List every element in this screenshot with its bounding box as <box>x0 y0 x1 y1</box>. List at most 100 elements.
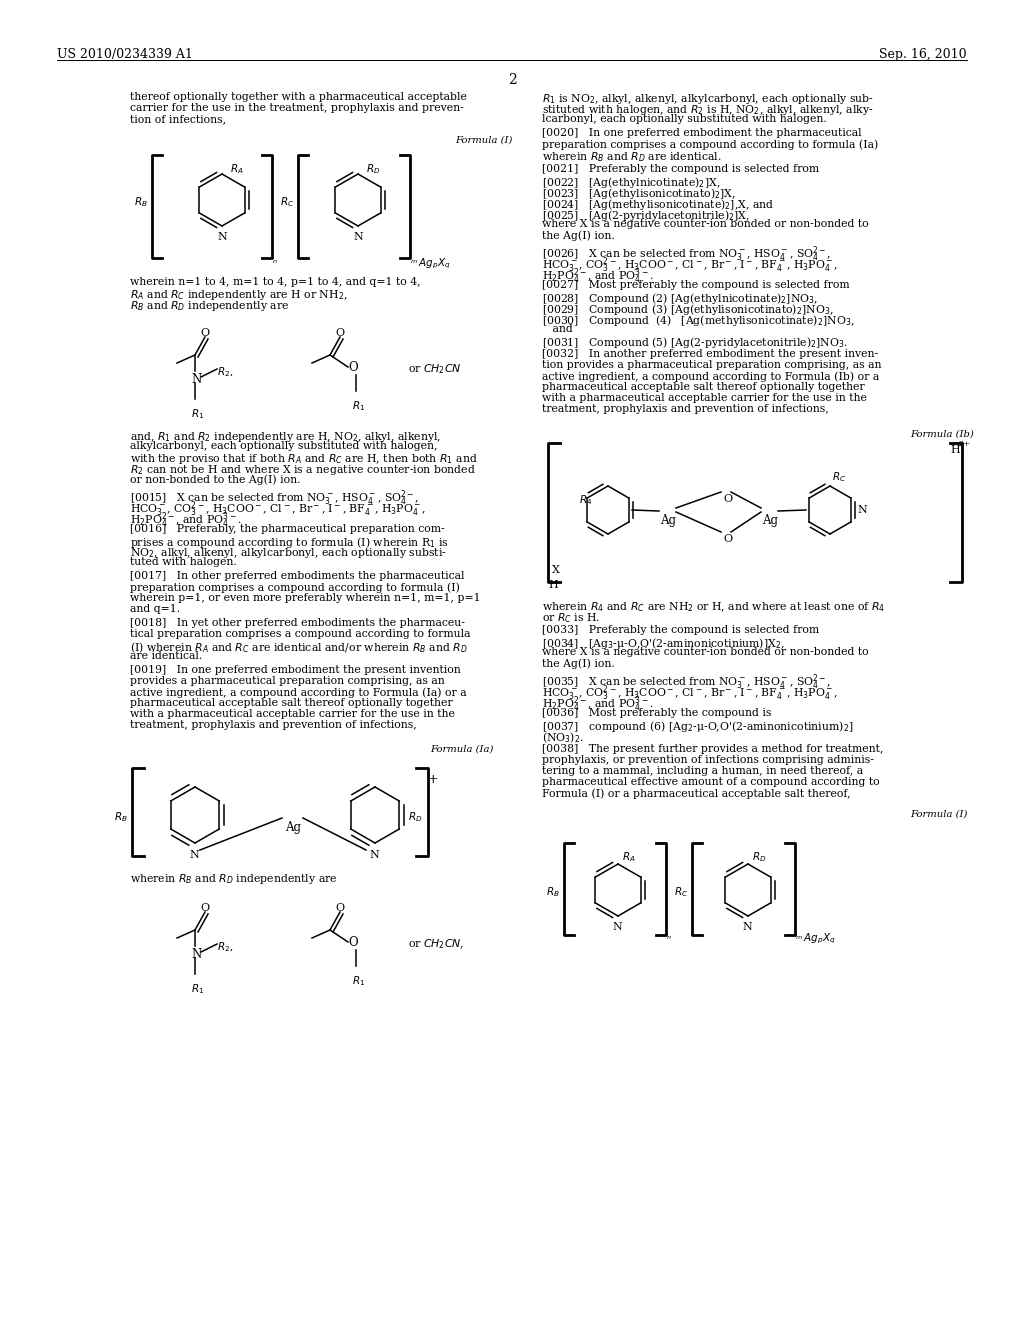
Text: where X is a negative counter-ion bonded or non-bonded to: where X is a negative counter-ion bonded… <box>542 219 868 228</box>
Text: (NO$_3$)$_2$.: (NO$_3$)$_2$. <box>542 730 584 744</box>
Text: are identical.: are identical. <box>130 651 203 661</box>
Text: $R_D$: $R_D$ <box>408 810 423 824</box>
Text: [0033]   Preferably the compound is selected from: [0033] Preferably the compound is select… <box>542 624 819 635</box>
Text: $_n$: $_n$ <box>666 933 672 942</box>
Text: tering to a mammal, including a human, in need thereof, a: tering to a mammal, including a human, i… <box>542 766 863 776</box>
Text: $R_2$ can not be H and where X is a negative counter-ion bonded: $R_2$ can not be H and where X is a nega… <box>130 463 476 477</box>
Text: tion provides a pharmaceutical preparation comprising, as an: tion provides a pharmaceutical preparati… <box>542 360 882 370</box>
Text: wherein $R_B$ and $R_D$ independently are: wherein $R_B$ and $R_D$ independently ar… <box>130 873 338 886</box>
Text: $R_1$ is NO$_2$, alkyl, alkenyl, alkylcarbonyl, each optionally sub-: $R_1$ is NO$_2$, alkyl, alkenyl, alkylca… <box>542 92 874 106</box>
Text: N: N <box>191 948 202 961</box>
Text: US 2010/0234339 A1: US 2010/0234339 A1 <box>57 48 193 61</box>
Text: pharmaceutical acceptable salt thereof optionally together: pharmaceutical acceptable salt thereof o… <box>542 381 864 392</box>
Text: and q=1.: and q=1. <box>130 605 180 614</box>
Text: +: + <box>428 774 438 785</box>
Text: [0034]   [Ag$_3$-μ-O,O'(2-aminonicotinium)]X$_2$,: [0034] [Ag$_3$-μ-O,O'(2-aminonicotinium)… <box>542 636 784 651</box>
Text: Formula (I): Formula (I) <box>455 136 512 145</box>
Text: $R_1$: $R_1$ <box>352 399 366 413</box>
Text: O: O <box>723 535 732 544</box>
Text: [0032]   In another preferred embodiment the present inven-: [0032] In another preferred embodiment t… <box>542 348 879 359</box>
Text: $R_1$: $R_1$ <box>191 982 204 995</box>
Text: $R_4$: $R_4$ <box>579 494 593 507</box>
Text: HCO$_3^-$, CO$_3^{2-}$, H$_3$COO$^-$, Cl$^-$, Br$^-$, I$^-$, BF$_4^-$, H$_3$PO$_: HCO$_3^-$, CO$_3^{2-}$, H$_3$COO$^-$, Cl… <box>542 255 839 275</box>
Text: H$_2$PO$_4^{2-}$, and PO$_4^{3-}$.: H$_2$PO$_4^{2-}$, and PO$_4^{3-}$. <box>542 694 653 714</box>
Text: Formula (Ib): Formula (Ib) <box>910 430 974 440</box>
Text: Formula (Ia): Formula (Ia) <box>430 744 494 754</box>
Text: $R_D$: $R_D$ <box>752 850 766 863</box>
Text: $R_C$: $R_C$ <box>831 470 846 484</box>
Text: N: N <box>612 921 622 932</box>
Text: wherein p=1, or even more preferably wherein n=1, m=1, p=1: wherein p=1, or even more preferably whe… <box>130 593 480 603</box>
Text: Ag: Ag <box>762 513 778 527</box>
Text: O: O <box>336 903 344 913</box>
Text: $R_2$,: $R_2$, <box>217 940 233 953</box>
Text: HCO$_3^-$, CO$_3^{2-}$, H$_3$COO$^-$, Cl$^-$, Br$^-$, I$^-$, BF$_4^-$, H$_3$PO$_: HCO$_3^-$, CO$_3^{2-}$, H$_3$COO$^-$, Cl… <box>130 499 426 519</box>
Text: [0017]   In other preferred embodiments the pharmaceutical: [0017] In other preferred embodiments th… <box>130 572 465 581</box>
Text: [0036]   Most preferably the compound is: [0036] Most preferably the compound is <box>542 708 771 718</box>
Text: O: O <box>201 327 210 338</box>
Text: active ingredient, a compound according to Formula (Ia) or a: active ingredient, a compound according … <box>130 686 467 697</box>
Text: O: O <box>348 360 357 374</box>
Text: [0027]   Most preferably the compound is selected from: [0027] Most preferably the compound is s… <box>542 280 850 290</box>
Text: Ag: Ag <box>660 513 676 527</box>
Text: O: O <box>201 903 210 913</box>
Text: $R_2$,: $R_2$, <box>217 366 233 379</box>
Text: O: O <box>348 936 357 949</box>
Text: [0019]   In one preferred embodiment the present invention: [0019] In one preferred embodiment the p… <box>130 665 461 675</box>
Text: preparation comprises a compound according to formula (Ia): preparation comprises a compound accordi… <box>542 139 879 149</box>
Text: Ag: Ag <box>285 821 301 834</box>
Text: with the proviso that if both $R_A$ and $R_C$ are H, then both $R_1$ and: with the proviso that if both $R_A$ and … <box>130 451 477 466</box>
Text: and, $R_1$ and $R_2$ independently are H, NO$_2$, alkyl, alkenyl,: and, $R_1$ and $R_2$ independently are H… <box>130 430 441 444</box>
Text: $R_A$ and $R_C$ independently are H or NH$_2$,: $R_A$ and $R_C$ independently are H or N… <box>130 288 347 302</box>
Text: [0037]   compound (6) [Ag$_2$-μ-O,O'(2-aminonicotinium)$_2$]: [0037] compound (6) [Ag$_2$-μ-O,O'(2-ami… <box>542 719 853 734</box>
Text: [0029]   Compound (3) [Ag(ethylisonicotinato)$_2$]NO$_3$,: [0029] Compound (3) [Ag(ethylisonicotina… <box>542 302 834 317</box>
Text: [0023]   [Ag(ethylisonicotinato)$_2$]X,: [0023] [Ag(ethylisonicotinato)$_2$]X, <box>542 186 736 201</box>
Text: $R_A$: $R_A$ <box>622 850 636 863</box>
Text: lcarbonyl, each optionally substituted with halogen.: lcarbonyl, each optionally substituted w… <box>542 114 826 124</box>
Text: tical preparation comprises a compound according to formula: tical preparation comprises a compound a… <box>130 630 470 639</box>
Text: N: N <box>189 850 199 861</box>
Text: Formula (I) or a pharmaceutical acceptable salt thereof,: Formula (I) or a pharmaceutical acceptab… <box>542 788 851 799</box>
Text: $R_C$: $R_C$ <box>280 195 294 209</box>
Text: the Ag(I) ion.: the Ag(I) ion. <box>542 230 614 240</box>
Text: wherein n=1 to 4, m=1 to 4, p=1 to 4, and q=1 to 4,: wherein n=1 to 4, m=1 to 4, p=1 to 4, an… <box>130 277 421 286</box>
Text: the Ag(I) ion.: the Ag(I) ion. <box>542 657 614 668</box>
Text: $_m$: $_m$ <box>410 257 418 267</box>
Text: [0022]   [Ag(ethylnicotinate)$_2$]X,: [0022] [Ag(ethylnicotinate)$_2$]X, <box>542 176 720 190</box>
Text: carrier for the use in the treatment, prophylaxis and preven-: carrier for the use in the treatment, pr… <box>130 103 464 114</box>
Text: with a pharmaceutical acceptable carrier for the use in the: with a pharmaceutical acceptable carrier… <box>130 709 455 719</box>
Text: NO$_2$, alkyl, alkenyl, alkylcarbonyl, each optionally substi-: NO$_2$, alkyl, alkenyl, alkylcarbonyl, e… <box>130 546 446 560</box>
Text: Formula (I): Formula (I) <box>910 810 968 818</box>
Text: [0024]   [Ag(methylisonicotinate)$_2$],X, and: [0024] [Ag(methylisonicotinate)$_2$],X, … <box>542 197 774 213</box>
Text: Sep. 16, 2010: Sep. 16, 2010 <box>880 48 967 61</box>
Text: O: O <box>336 327 344 338</box>
Text: prises a compound according to formula (I) wherein R$_1$ is: prises a compound according to formula (… <box>130 535 449 550</box>
Text: pharmaceutical acceptable salt thereof optionally together: pharmaceutical acceptable salt thereof o… <box>130 698 453 708</box>
Text: [0018]   In yet other preferred embodiments the pharmaceu-: [0018] In yet other preferred embodiment… <box>130 618 465 628</box>
Text: [0016]   Preferably, the pharmaceutical preparation com-: [0016] Preferably, the pharmaceutical pr… <box>130 524 444 535</box>
Text: $_n$: $_n$ <box>272 257 278 267</box>
Text: provides a pharmaceutical preparation comprising, as an: provides a pharmaceutical preparation co… <box>130 676 444 686</box>
Text: tuted with halogen.: tuted with halogen. <box>130 557 237 568</box>
Text: [0035]   X can be selected from NO$_3^-$, HSO$_4^-$, SO$_4^{2-}$,: [0035] X can be selected from NO$_3^-$, … <box>542 672 831 692</box>
Text: or $R_C$ is H.: or $R_C$ is H. <box>542 611 600 624</box>
Text: [0031]   Compound (5) [Ag(2-pyridylacetonitrile)$_2$]NO$_3$.: [0031] Compound (5) [Ag(2-pyridylacetoni… <box>542 335 848 350</box>
Text: [0028]   Compound (2) [Ag(ethylnicotinate)$_2$]NO$_3$,: [0028] Compound (2) [Ag(ethylnicotinate)… <box>542 290 818 306</box>
Text: N: N <box>191 374 202 385</box>
Text: 2: 2 <box>508 73 516 87</box>
Text: $R_C$: $R_C$ <box>674 886 688 899</box>
Text: O: O <box>723 494 732 504</box>
Text: with a pharmaceutical acceptable carrier for the use in the: with a pharmaceutical acceptable carrier… <box>542 393 867 403</box>
Text: prophylaxis, or prevention of infections comprising adminis-: prophylaxis, or prevention of infections… <box>542 755 873 766</box>
Text: $Ag_pX_q$: $Ag_pX_q$ <box>803 932 836 946</box>
Text: treatment, prophylaxis and prevention of infections,: treatment, prophylaxis and prevention of… <box>130 719 417 730</box>
Text: where X is a negative counter-ion bonded or non-bonded to: where X is a negative counter-ion bonded… <box>542 647 868 657</box>
Text: wherein $R_B$ and $R_D$ are identical.: wherein $R_B$ and $R_D$ are identical. <box>542 150 722 164</box>
Text: H: H <box>548 579 558 590</box>
Text: N: N <box>857 506 866 515</box>
Text: $R_1$: $R_1$ <box>352 974 366 987</box>
Text: or $CH_2CN$: or $CH_2CN$ <box>408 362 462 376</box>
Text: $R_B$: $R_B$ <box>115 810 128 824</box>
Text: [0026]   X can be selected from NO$_3^-$, HSO$_4^-$, SO$_4^{2-}$,: [0026] X can be selected from NO$_3^-$, … <box>542 244 831 264</box>
Text: and: and <box>542 323 572 334</box>
